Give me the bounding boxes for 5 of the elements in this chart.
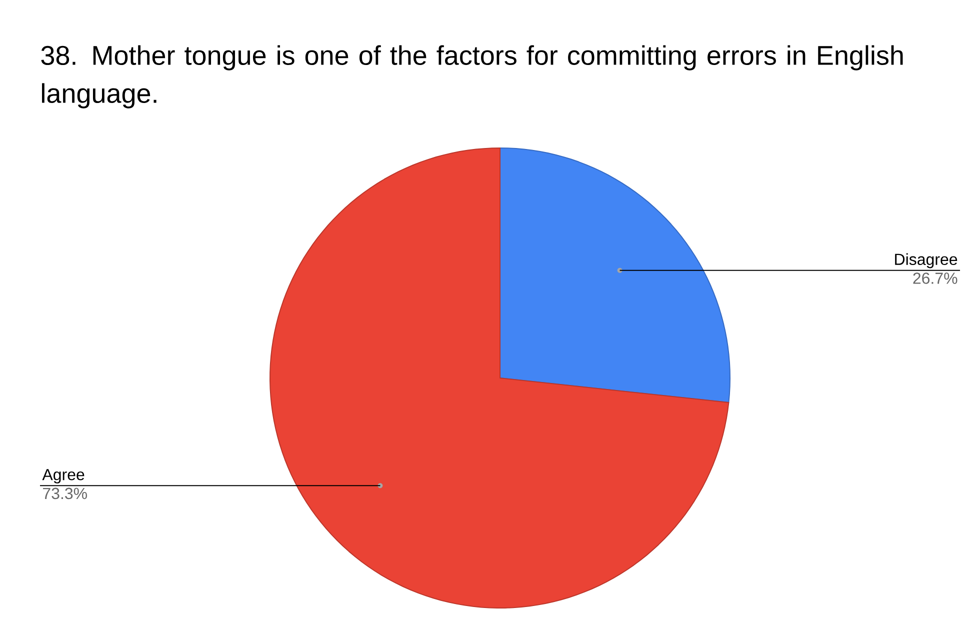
chart-title: 38. Mother tongue is one of the factors for committing errors in English language.	[41, 45, 903, 108]
data-label: 73.3%	[43, 488, 87, 500]
slice-label: Disagree	[895, 253, 958, 268]
data-label: 26.7%	[913, 272, 958, 284]
slice-label: Agree	[42, 469, 84, 484]
